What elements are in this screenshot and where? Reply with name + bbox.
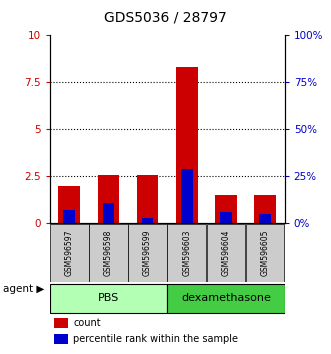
Bar bbox=[103, 203, 114, 223]
Bar bbox=[128, 224, 167, 282]
Bar bbox=[54, 319, 69, 328]
Bar bbox=[137, 175, 158, 223]
Bar bbox=[220, 212, 232, 223]
Text: PBS: PBS bbox=[98, 293, 119, 303]
Text: GSM596604: GSM596604 bbox=[221, 230, 230, 276]
Text: GSM596598: GSM596598 bbox=[104, 230, 113, 276]
Bar bbox=[215, 195, 237, 223]
Text: agent ▶: agent ▶ bbox=[3, 284, 45, 293]
Bar bbox=[50, 224, 89, 282]
Text: dexamethasone: dexamethasone bbox=[181, 293, 271, 303]
Bar bbox=[181, 169, 193, 223]
Bar bbox=[259, 214, 271, 223]
Bar bbox=[246, 224, 284, 282]
Text: GSM596603: GSM596603 bbox=[182, 230, 191, 276]
Bar bbox=[89, 224, 128, 282]
Bar bbox=[50, 284, 167, 313]
Bar bbox=[167, 284, 285, 313]
Bar bbox=[207, 224, 245, 282]
Text: GSM596597: GSM596597 bbox=[65, 230, 74, 276]
Bar bbox=[176, 67, 198, 223]
Bar bbox=[167, 224, 206, 282]
Bar bbox=[254, 195, 276, 223]
Text: GDS5036 / 28797: GDS5036 / 28797 bbox=[104, 11, 227, 25]
Text: GSM596599: GSM596599 bbox=[143, 230, 152, 276]
Text: GSM596605: GSM596605 bbox=[260, 230, 269, 276]
Bar bbox=[54, 334, 69, 344]
Bar bbox=[142, 218, 154, 223]
Text: percentile rank within the sample: percentile rank within the sample bbox=[73, 334, 238, 344]
Bar bbox=[63, 210, 75, 223]
Text: count: count bbox=[73, 318, 101, 328]
Bar bbox=[59, 186, 80, 223]
Bar bbox=[98, 175, 119, 223]
